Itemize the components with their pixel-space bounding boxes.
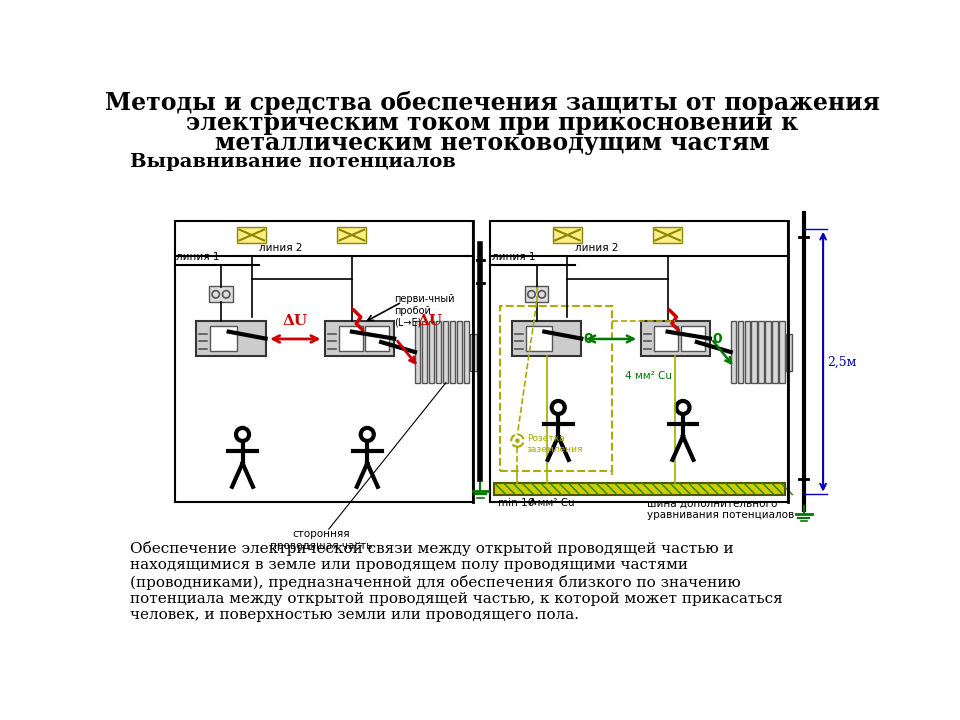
Bar [681,326,705,351]
Bar [737,321,743,383]
Bar [449,321,455,383]
Text: линия 2: линия 2 [259,243,303,253]
Text: ΔU: ΔU [282,314,307,328]
Text: линия 1: линия 1 [177,252,220,262]
Text: металлическим нетоководущим частям: металлическим нетоководущим частям [215,131,769,155]
Bar [494,483,784,495]
Bar [491,221,788,503]
Bar [443,321,448,383]
Bar [464,321,468,383]
Bar [415,321,470,383]
Text: шина дополнительного
уравнивания потенциалов: шина дополнительного уравнивания потенци… [647,498,794,520]
Bar [765,321,771,383]
Text: ΔU: ΔU [418,314,443,328]
Text: перви-чный
пробой
(L→E): перви-чный пробой (L→E) [395,294,455,328]
Bar [196,321,266,356]
Text: 4 мм² Cu: 4 мм² Cu [625,372,672,382]
Text: электрическим током при прикосновении к: электрическим током при прикосновении к [186,111,798,135]
Bar [731,321,736,383]
Text: 2,5м: 2,5м [827,356,856,369]
Bar [339,326,363,351]
Bar [640,321,709,356]
Bar [512,321,582,356]
Text: Методы и средства обеспечения защиты от поражения: Методы и средства обеспечения защиты от … [105,91,879,115]
Bar [745,321,750,383]
Bar [653,228,683,243]
Text: (проводниками), предназначенной для обеспечения близкого по значению: (проводниками), предназначенной для обес… [131,575,741,590]
Circle shape [516,439,519,442]
Text: Обеспечение электрической связи между открытой проводящей частью и: Обеспечение электрической связи между от… [131,541,733,556]
Bar [436,321,442,383]
Bar [786,333,792,371]
Bar [324,321,395,356]
Text: сторонняя
проводящая часть: сторонняя проводящая часть [270,529,372,551]
Bar [752,321,756,383]
Bar [209,287,232,302]
Text: линия 1: линия 1 [492,252,536,262]
Bar [337,228,367,243]
Bar [365,326,389,351]
Bar [525,287,548,302]
Bar [457,321,462,383]
Bar [526,326,552,351]
Text: Розетка
заземления: Розетка заземления [527,434,583,454]
Bar [415,321,420,383]
Text: человек, и поверхностью земли или проводящего пола.: человек, и поверхностью земли или провод… [131,608,579,623]
Bar [758,321,764,383]
Text: линия 2: линия 2 [575,243,618,253]
Bar [500,306,612,472]
Text: 0: 0 [584,332,593,346]
Bar [780,321,784,383]
Bar [429,321,434,383]
Bar [731,321,786,383]
Text: min 16 мм² Cu: min 16 мм² Cu [498,498,575,508]
Text: находящимися в земле или проводящем полу проводящими частями: находящимися в земле или проводящем полу… [131,557,688,572]
Text: Выравнивание потенциалов: Выравнивание потенциалов [131,153,456,171]
Bar [772,321,778,383]
Text: потенциала между открытой проводящей частью, к которой может прикасаться: потенциала между открытой проводящей час… [131,592,782,606]
Bar [237,228,266,243]
Bar [210,326,236,351]
Text: 0: 0 [712,332,722,346]
Bar [553,228,582,243]
Bar [470,333,476,371]
Bar [422,321,427,383]
Bar [175,221,472,503]
Bar [655,326,679,351]
